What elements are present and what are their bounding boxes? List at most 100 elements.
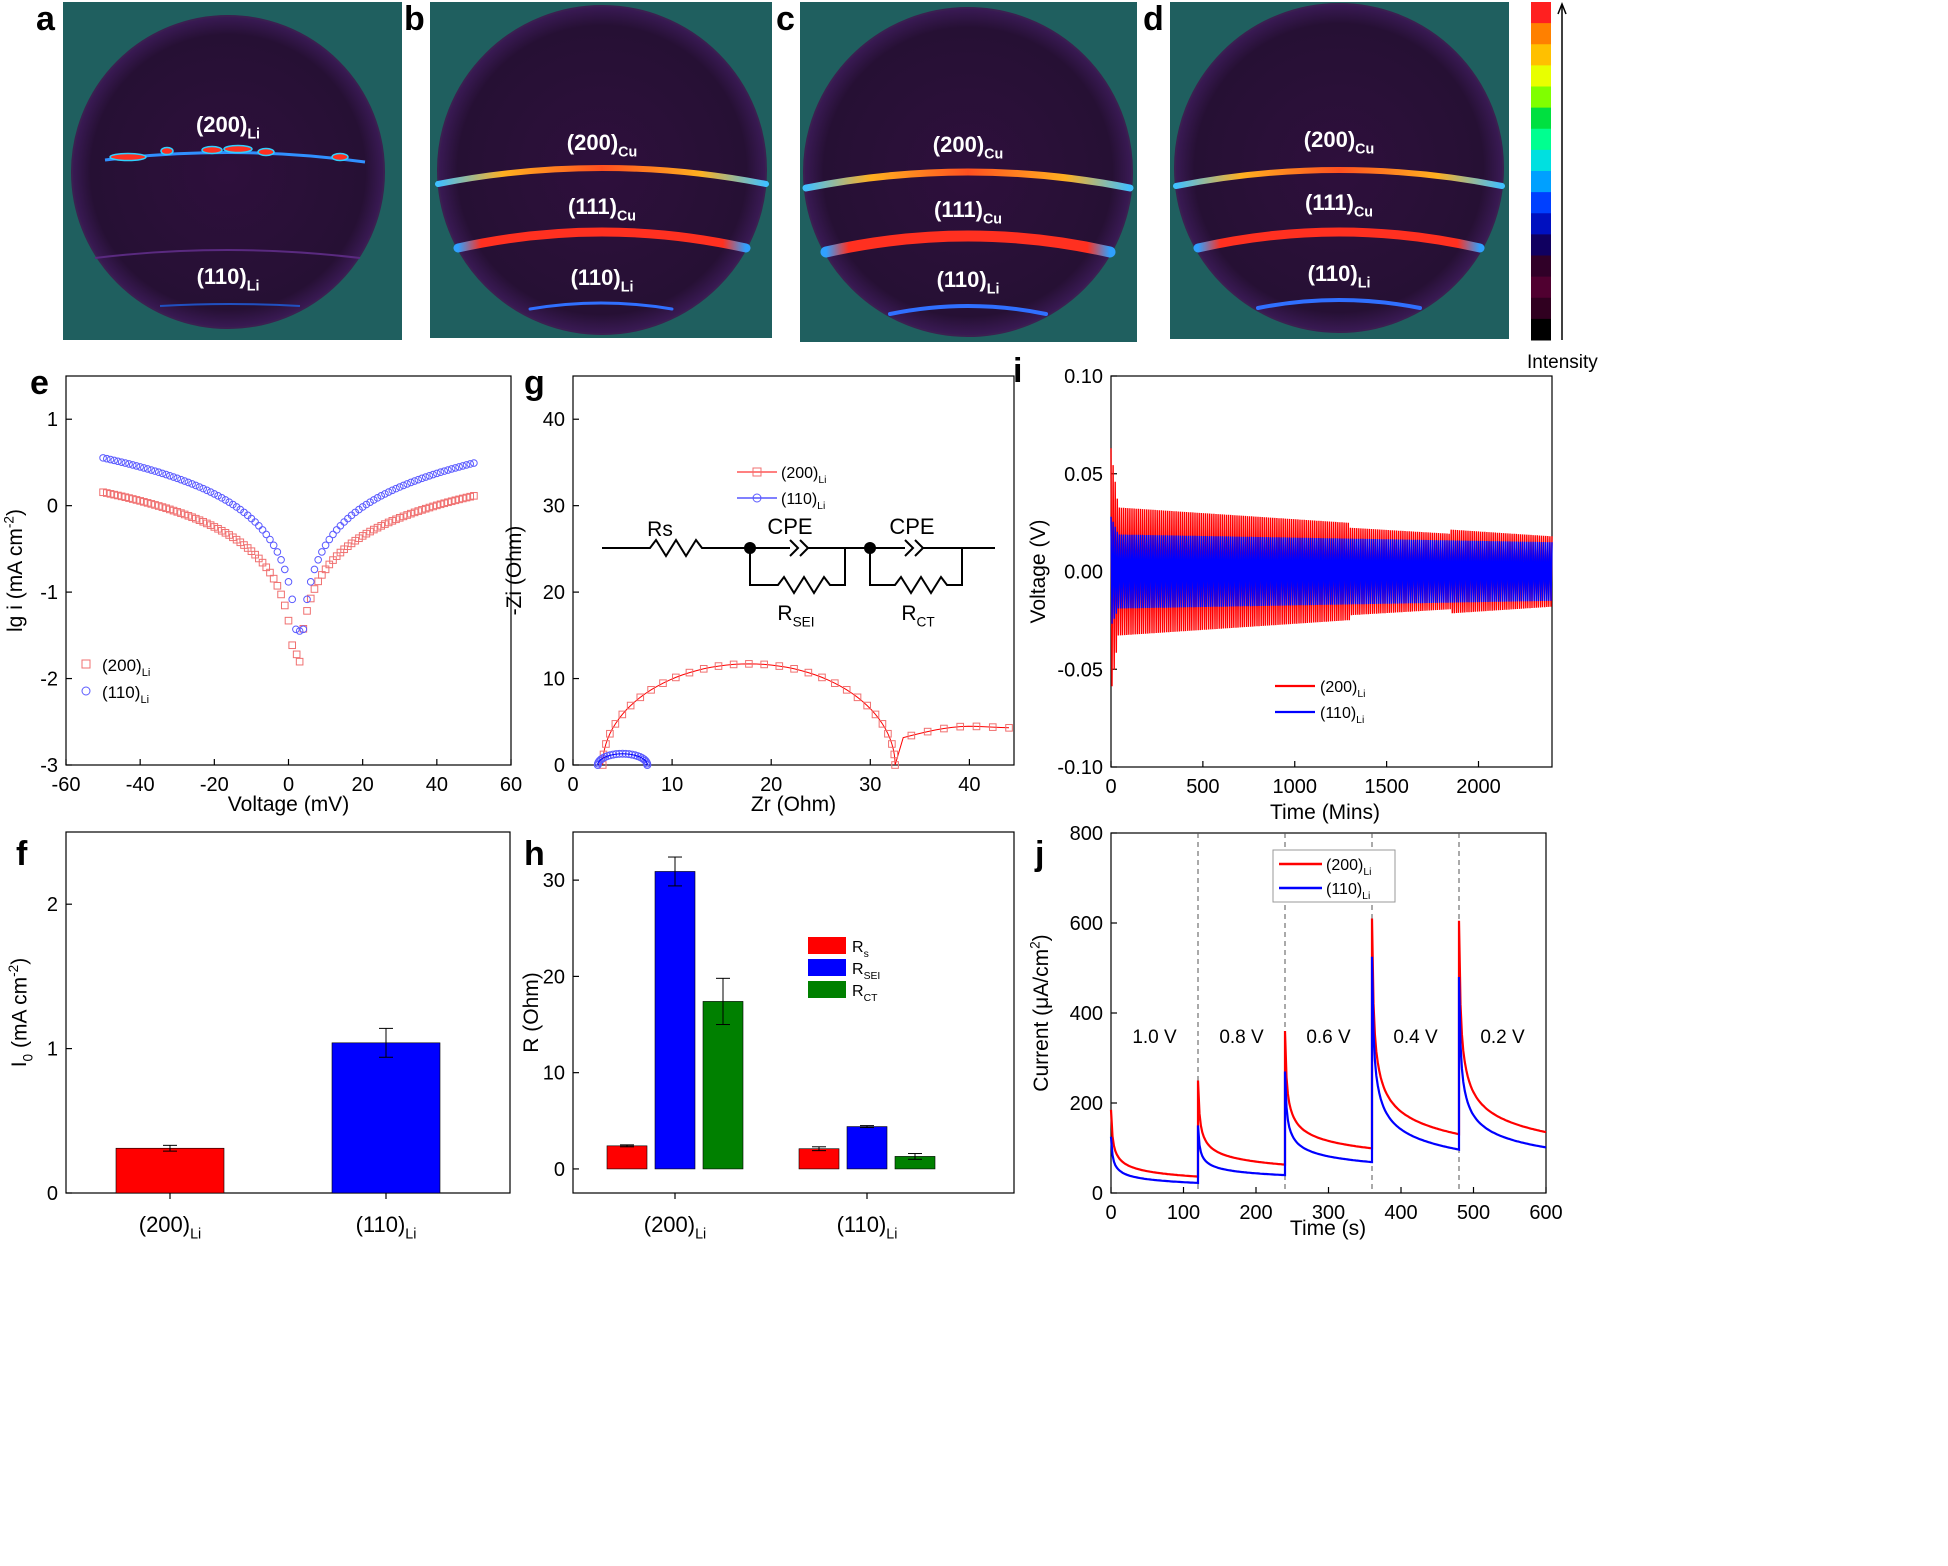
legend-label-part: (200) (1326, 857, 1363, 874)
ring-label-part: (110) (197, 264, 247, 289)
x-tick-label: 400 (1384, 1202, 1417, 1224)
colorbar-swatch (1531, 171, 1551, 193)
diffraction-ring (802, 168, 1134, 192)
data-point (199, 484, 208, 493)
data-point (451, 464, 460, 472)
data-point (177, 475, 185, 484)
data-point (878, 720, 887, 728)
data-point (325, 535, 334, 544)
data-point (818, 673, 826, 682)
ring-label-part: (111) (1305, 190, 1354, 215)
colorbar-swatch (1531, 86, 1551, 109)
pole-figure-b: (200)Cu(111)Cu(110)Li (430, 2, 772, 338)
legend-label: RCT (852, 983, 878, 1004)
data-point (173, 474, 182, 483)
plot-frame (572, 831, 1015, 1194)
texture-spot (201, 145, 223, 155)
circuit-node (744, 542, 756, 554)
colorbar-swatch (1531, 318, 1551, 341)
data-point (329, 530, 337, 539)
x-tick-label: 2000 (1456, 776, 1501, 798)
data-point (310, 565, 319, 574)
bar (331, 1042, 441, 1194)
data-point (188, 480, 196, 488)
panel-letter-e: e (30, 364, 49, 402)
x-tick-label: 0 (1105, 776, 1116, 798)
circuit-wire (869, 548, 963, 595)
y-axis-label-part: -2 (6, 965, 21, 977)
data-point (842, 686, 851, 694)
y-tick-label: 0 (554, 755, 565, 777)
colorbar-swatch (1531, 149, 1551, 172)
colorbar-swatch (1531, 107, 1551, 130)
data-point (988, 723, 997, 731)
x-tick-label: -60 (52, 774, 81, 796)
data-point (314, 577, 322, 586)
circuit-node (864, 542, 876, 554)
x-tick-label: 300 (1312, 1202, 1345, 1224)
x-tick-label: 1000 (1273, 776, 1318, 798)
data-point (269, 541, 278, 550)
y-axis-label: lg i (mA cm-2) (2, 509, 27, 632)
data-point (132, 462, 141, 470)
segment-label: 0.4 V (1393, 1027, 1438, 1048)
legend-label-part: Li (1357, 689, 1365, 700)
panel-letter-j: j (1034, 835, 1044, 873)
data-point (140, 464, 148, 472)
x-tick-label: 600 (1529, 1202, 1562, 1224)
data-point (277, 590, 285, 599)
data-point (306, 578, 315, 586)
data-point (180, 477, 189, 485)
ring-label-part: Li (247, 127, 260, 143)
data-point (628, 750, 637, 759)
data-point (214, 492, 222, 500)
data-point (154, 468, 163, 477)
legend-label: (200)Li (1320, 679, 1365, 700)
data-point (410, 477, 419, 485)
y-tick-label: 0.10 (1064, 366, 1103, 388)
data-point (418, 474, 426, 483)
data-point (884, 729, 892, 738)
x-tick-label: 20 (352, 774, 374, 796)
ring-label: (200)Cu (567, 130, 637, 161)
data-point (414, 475, 423, 484)
legend-marker (81, 686, 91, 696)
panel-letter-g: g (524, 364, 545, 402)
data-point (384, 488, 393, 496)
data-point (288, 641, 297, 650)
data-point (421, 473, 430, 481)
y-tick-label: 30 (543, 870, 565, 892)
data-point (440, 467, 449, 475)
circuit-label-rct-part: R (901, 602, 916, 625)
colorbar-swatch (1531, 2, 1551, 24)
y-tick-label: 200 (1070, 1093, 1103, 1115)
x-tick-label-part: Li (405, 1227, 416, 1243)
data-point (147, 466, 156, 474)
ring-label: (111)Cu (568, 194, 636, 225)
faint-ring (159, 303, 301, 307)
data-point (373, 494, 382, 502)
y-axis-label: -Zi (Ohm) (503, 526, 526, 616)
colorbar-swatch (1531, 234, 1551, 256)
diffraction-ring (820, 230, 1116, 258)
legend-label: RSEI (852, 961, 880, 982)
bar (115, 1147, 225, 1194)
x-tick-label: 40 (958, 774, 980, 796)
ring-label: (111)Cu (934, 197, 1002, 228)
data-point (923, 727, 932, 736)
data-point (191, 481, 200, 490)
x-tick-label: 500 (1457, 1202, 1490, 1224)
data-point (433, 469, 441, 478)
x-tick-label: 0 (567, 774, 578, 796)
legend-label-part: R (852, 939, 864, 956)
circuit-wire (749, 548, 846, 595)
ring-label-part: (200) (1304, 127, 1355, 152)
legend-label-part: (110) (1320, 705, 1356, 722)
legend-swatch (808, 981, 846, 998)
pole-sphere (71, 15, 385, 329)
data-point (303, 595, 311, 604)
data-point (606, 729, 614, 738)
data-point (455, 463, 463, 471)
diffraction-ring (888, 304, 1048, 316)
data-point (299, 625, 308, 634)
